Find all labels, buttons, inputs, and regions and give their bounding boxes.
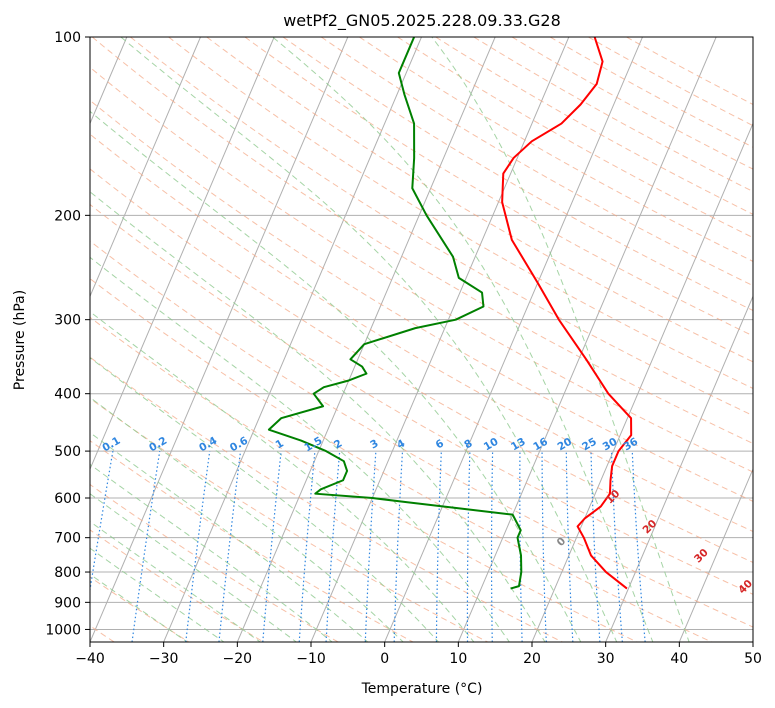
isotherm-line [457, 37, 717, 642]
y-tick-label: 100 [54, 30, 81, 46]
dry-adiabat-line [90, 66, 753, 473]
dry-adiabat-line [90, 483, 339, 642]
x-tick-label: −40 [75, 651, 105, 667]
moist-adiabat-line [90, 463, 333, 642]
dry-adiabat-line [397, 37, 753, 239]
isotherm-line [384, 37, 643, 642]
dry-adiabat-line [90, 99, 753, 502]
isotherm-line [678, 467, 753, 642]
x-tick-label: −20 [223, 651, 253, 667]
moist-adiabat-line [90, 547, 225, 642]
plot-frame [89, 36, 754, 643]
dry-adiabat-line [206, 37, 753, 363]
x-axis-label: Temperature (°C) [361, 681, 483, 697]
moist-adiabat-line [90, 493, 298, 642]
dry-adiabat-line [90, 203, 753, 595]
mixing-ratio-lines [90, 450, 646, 642]
moist-adiabat-line [90, 256, 510, 642]
isotherm-line [236, 37, 496, 642]
moist-adiabat-line [90, 357, 440, 642]
moist-adiabat-line [90, 573, 189, 642]
plot-area: 0.10.20.40.611.52346810131620253036-100-… [90, 37, 753, 642]
dry-adiabat-line [91, 37, 753, 445]
isotherm-line [90, 37, 349, 642]
y-tick-label: 500 [54, 444, 81, 460]
dry-adiabat-line [90, 316, 638, 642]
dry-adiabat-line [90, 168, 753, 563]
profile-series [267, 37, 633, 590]
x-tick-label: 10 [449, 651, 467, 667]
mixing-ratio-line [131, 451, 161, 642]
mixing-ratio-line [90, 450, 114, 594]
y-tick-label: 700 [54, 531, 81, 547]
y-tick-label: 300 [54, 313, 81, 329]
dewpoint-profile-line [267, 37, 523, 590]
moist-adiabat-line [90, 110, 582, 642]
dry-adiabat-line [473, 37, 753, 193]
y-axis-label: Pressure (hPa) [12, 290, 28, 390]
isotherm-line [90, 37, 201, 298]
chart-title: wetPf2_GN05.2025.228.09.33.G28 [283, 11, 561, 31]
y-tick-label: 1000 [45, 622, 81, 638]
moist-adiabat-line [271, 37, 654, 642]
moist-adiabat-line [431, 37, 690, 642]
dry-adiabat-line [549, 37, 753, 148]
mixing-ratio-line [262, 451, 282, 642]
x-tick-label: 40 [670, 651, 688, 667]
x-tick-label: 20 [523, 651, 541, 667]
mixing-ratio-line [185, 451, 211, 642]
y-tick-label: 200 [54, 208, 81, 224]
y-tick-label: 900 [54, 595, 81, 611]
dry-adiabat-line [168, 37, 753, 389]
moist-adiabat-line [90, 396, 404, 642]
x-tick-label: 0 [380, 651, 389, 667]
y-tick-label: 800 [54, 565, 81, 581]
moist-adiabat-line [120, 37, 618, 642]
dry-adiabat-line [90, 133, 753, 533]
moist-adiabat-lines [90, 37, 690, 642]
y-tick-label: 400 [54, 387, 81, 403]
dry-adiabat-line [90, 240, 753, 628]
y-tick-label: 600 [54, 491, 81, 507]
dry-adiabat-lines [90, 37, 753, 642]
dry-adiabat-line [282, 37, 753, 312]
isotherm-line [605, 295, 753, 642]
moist-adiabat-line [90, 311, 475, 642]
dry-adiabat-line [90, 278, 712, 642]
x-tick-label: 50 [744, 651, 762, 667]
dry-adiabat-line [90, 529, 264, 642]
isotherm-line [90, 37, 275, 471]
x-axis: −40 −30 −20 −10 0 10 20 30 40 50 [75, 642, 762, 667]
isotherm-line [531, 122, 753, 642]
dry-adiabat-line [359, 37, 753, 262]
moist-adiabat-line [90, 191, 546, 642]
moist-adiabat-line [90, 520, 262, 642]
isotherm-line [163, 37, 422, 642]
x-tick-label: −30 [149, 651, 179, 667]
mixing-ratio-line [218, 451, 242, 642]
x-tick-label: 30 [597, 651, 615, 667]
y-axis: 100 200 300 400 500 600 700 800 900 1000 [45, 30, 90, 638]
moist-adiabat-line [90, 431, 369, 642]
mixing-ratio-line [298, 451, 316, 642]
temperature-profile-line [501, 37, 633, 590]
x-tick-label: −10 [296, 651, 326, 667]
